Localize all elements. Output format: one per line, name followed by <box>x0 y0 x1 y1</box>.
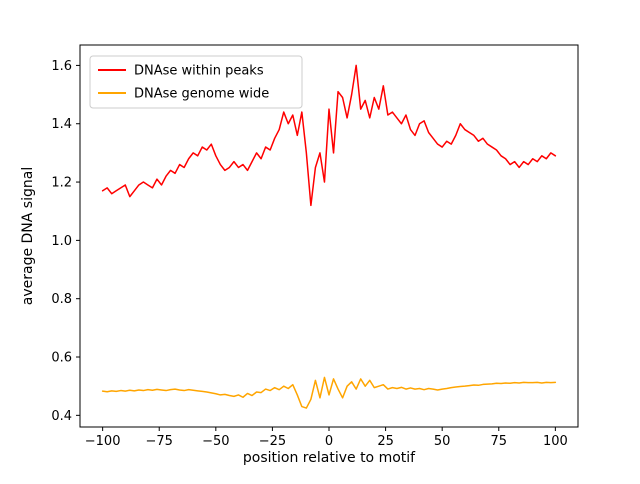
x-tick-label: −25 <box>259 434 286 449</box>
x-tick-label: 75 <box>490 434 507 449</box>
legend-label-dnase-genome-wide: DNAse genome wide <box>134 87 269 102</box>
legend-frame <box>89 55 303 109</box>
legend: DNAse within peaks DNAse genome wide <box>89 55 303 109</box>
y-tick-label: 0.6 <box>51 351 72 366</box>
x-tick-label: −50 <box>202 434 229 449</box>
series-line-dnase-genome-wide <box>101 376 557 409</box>
legend-entry-dnase-within-peaks: DNAse within peaks <box>98 64 264 79</box>
x-tick-label: 25 <box>377 434 394 449</box>
y-tick-label: 1.4 <box>51 117 72 132</box>
y-tick-label: 1.6 <box>51 59 72 74</box>
x-tick-label: 0 <box>325 434 333 449</box>
x-tick-label: 50 <box>434 434 451 449</box>
x-tick-label: 100 <box>543 434 568 449</box>
x-axis-label: position relative to motif <box>243 450 416 466</box>
y-tick-label: 0.4 <box>51 409 72 424</box>
legend-entry-dnase-genome-wide: DNAse genome wide <box>98 87 269 102</box>
legend-label-dnase-within-peaks: DNAse within peaks <box>134 64 264 79</box>
y-tick-label: 1.2 <box>51 176 72 191</box>
y-axis-label: average DNA signal <box>20 167 36 305</box>
y-tick-label: 1.0 <box>51 234 72 249</box>
y-tick-label: 0.8 <box>51 292 72 307</box>
series-line-dnase-within-peaks <box>101 64 557 207</box>
x-tick-label: −100 <box>85 434 121 449</box>
x-tick-label: −75 <box>146 434 173 449</box>
